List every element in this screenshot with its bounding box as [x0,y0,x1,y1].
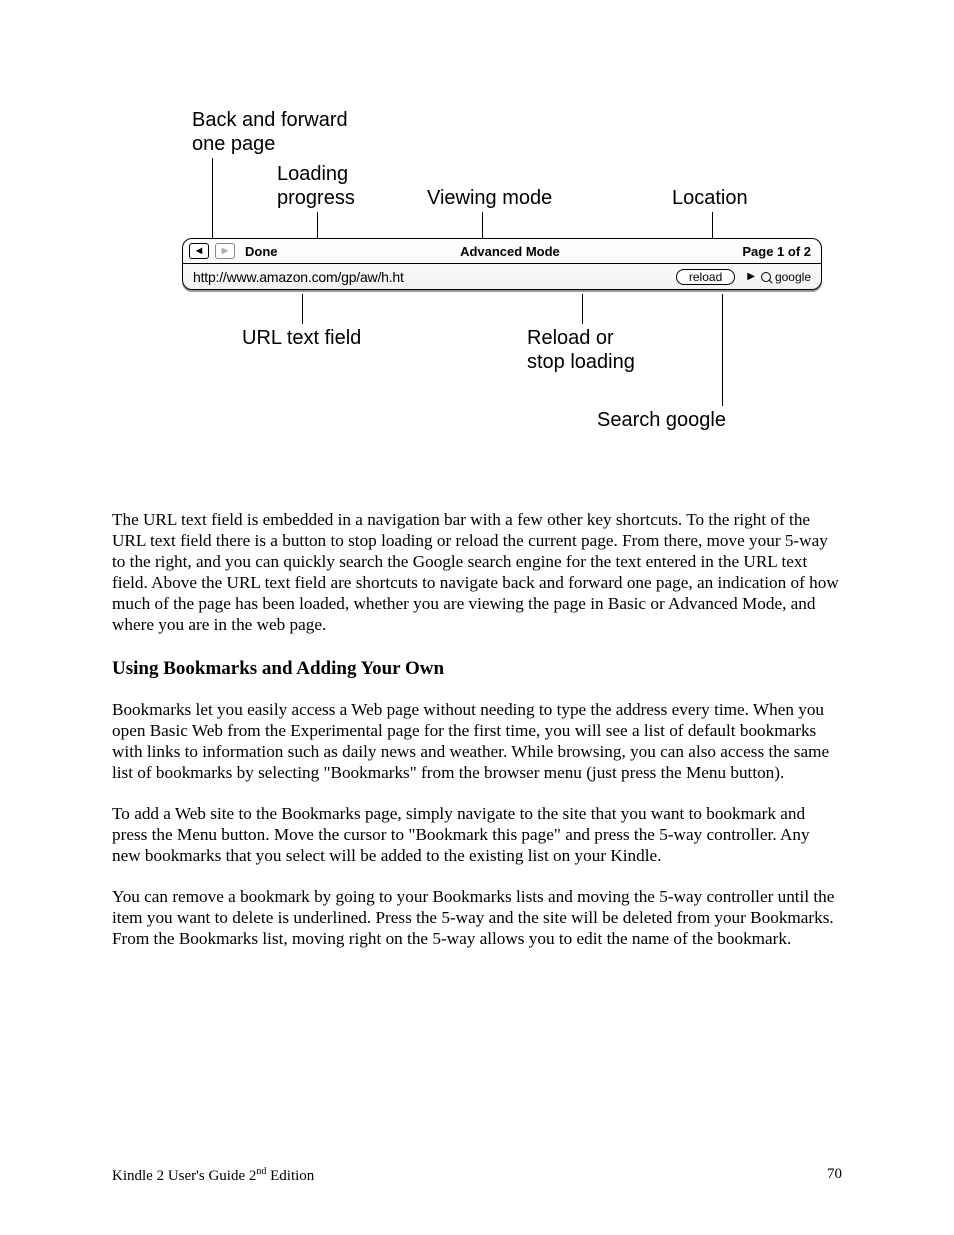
paragraph-bookmarks-2: To add a Web site to the Bookmarks page,… [112,804,842,867]
paragraph-bookmarks-1: Bookmarks let you easily access a Web pa… [112,700,842,784]
label-viewing-mode: Viewing mode [427,186,552,210]
search-label: google [775,270,811,284]
nav-right-icon[interactable]: ▶ [747,271,755,282]
label-loading-progress: Loading progress [277,162,355,210]
search-icon [761,272,771,282]
viewing-mode-indicator: Advanced Mode [278,244,743,259]
label-location: Location [672,186,748,210]
browser-navbar-diagram: Back and forward one page Loading progre… [182,108,822,458]
back-button[interactable]: ◄ [189,243,209,259]
toolbar-row-bottom: http://www.amazon.com/gp/aw/h.ht reload … [183,264,821,289]
page-footer: Kindle 2 User's Guide 2nd Edition 70 [112,1166,842,1185]
paragraph-bookmarks-3: You can remove a bookmark by going to yo… [112,887,842,950]
forward-button[interactable]: ► [215,243,235,259]
label-reload: Reload or stop loading [527,326,635,374]
paragraph-intro: The URL text field is embedded in a navi… [112,510,842,636]
label-url-field: URL text field [242,326,361,350]
search-google[interactable]: google [761,270,811,284]
section-heading-bookmarks: Using Bookmarks and Adding Your Own [112,658,842,680]
browser-toolbar: ◄ ► Done Advanced Mode Page 1 of 2 http:… [182,238,822,290]
toolbar-row-top: ◄ ► Done Advanced Mode Page 1 of 2 [183,239,821,264]
label-search-google: Search google [597,408,726,432]
document-body: The URL text field is embedded in a navi… [112,510,842,970]
reload-button[interactable]: reload [676,269,735,285]
page-number: 70 [827,1166,842,1185]
loading-status: Done [245,244,278,259]
url-text-field[interactable]: http://www.amazon.com/gp/aw/h.ht [193,269,670,285]
footer-title: Kindle 2 User's Guide 2nd Edition [112,1166,314,1185]
page-location-indicator: Page 1 of 2 [742,244,811,259]
label-back-forward: Back and forward one page [192,108,348,156]
